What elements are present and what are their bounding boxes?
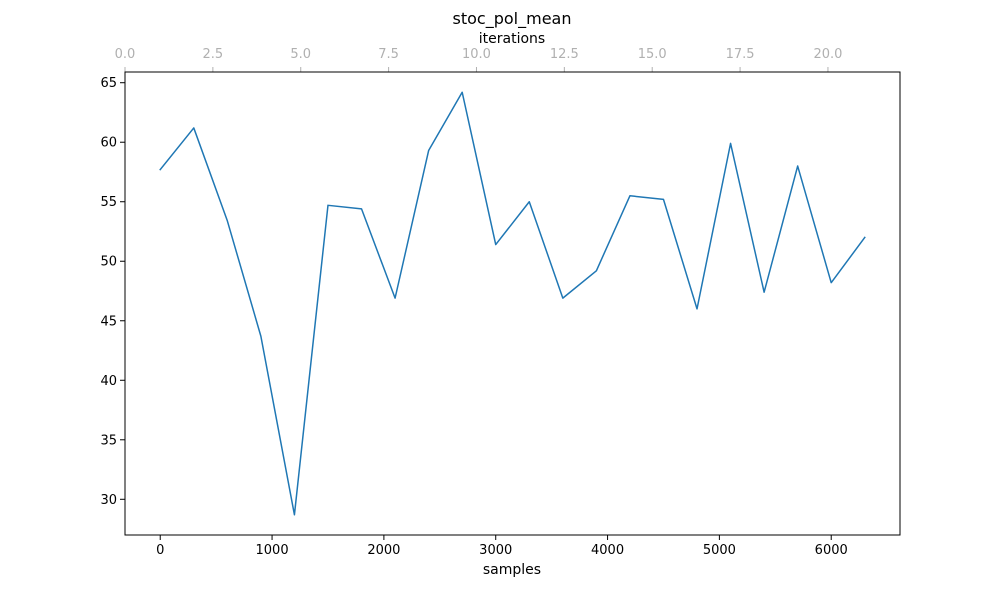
y-tick-label: 50 — [100, 255, 117, 270]
y-tick-label: 35 — [100, 433, 117, 448]
y-tick-label: 30 — [100, 493, 117, 508]
secondary-x-tick-label: 0.0 — [115, 47, 136, 62]
secondary-x-tick-label: 5.0 — [290, 47, 311, 62]
y-tick-label: 55 — [100, 195, 117, 210]
x-axis-ticks: 0 1000 2000 3000 4000 5000 6000 — [156, 535, 848, 558]
secondary-x-axis-title: iterations — [479, 31, 545, 47]
x-axis-title: samples — [483, 562, 541, 578]
secondary-x-tick-label: 7.5 — [378, 47, 399, 62]
y-tick-label: 45 — [100, 314, 117, 329]
y-tick-label: 60 — [100, 136, 117, 151]
x-tick-label: 5000 — [703, 543, 736, 558]
secondary-x-tick-label: 20.0 — [813, 47, 842, 62]
plot-area — [124, 71, 901, 536]
x-tick-label: 1000 — [256, 543, 289, 558]
plot-frame — [124, 71, 901, 536]
x-tick-label: 2000 — [367, 543, 400, 558]
y-axis-ticks: 30 35 40 45 50 55 60 65 — [100, 76, 125, 508]
x-tick-label: 4000 — [591, 543, 624, 558]
secondary-x-tick-label: 2.5 — [203, 47, 224, 62]
y-tick-label: 40 — [100, 374, 117, 389]
secondary-x-tick-label: 12.5 — [550, 47, 579, 62]
secondary-x-tick-label: 10.0 — [462, 47, 491, 62]
secondary-x-axis-ticks: 0.0 2.5 5.0 7.5 10.0 12.5 15.0 17.5 20.0 — [115, 47, 842, 72]
x-tick-label: 3000 — [479, 543, 512, 558]
x-tick-label: 6000 — [815, 543, 848, 558]
series-line — [159, 91, 866, 516]
secondary-x-tick-label: 17.5 — [726, 47, 755, 62]
y-tick-label: 65 — [100, 76, 117, 91]
chart-title: stoc_pol_mean — [453, 9, 572, 29]
secondary-x-tick-label: 15.0 — [638, 47, 667, 62]
x-tick-label: 0 — [156, 543, 164, 558]
